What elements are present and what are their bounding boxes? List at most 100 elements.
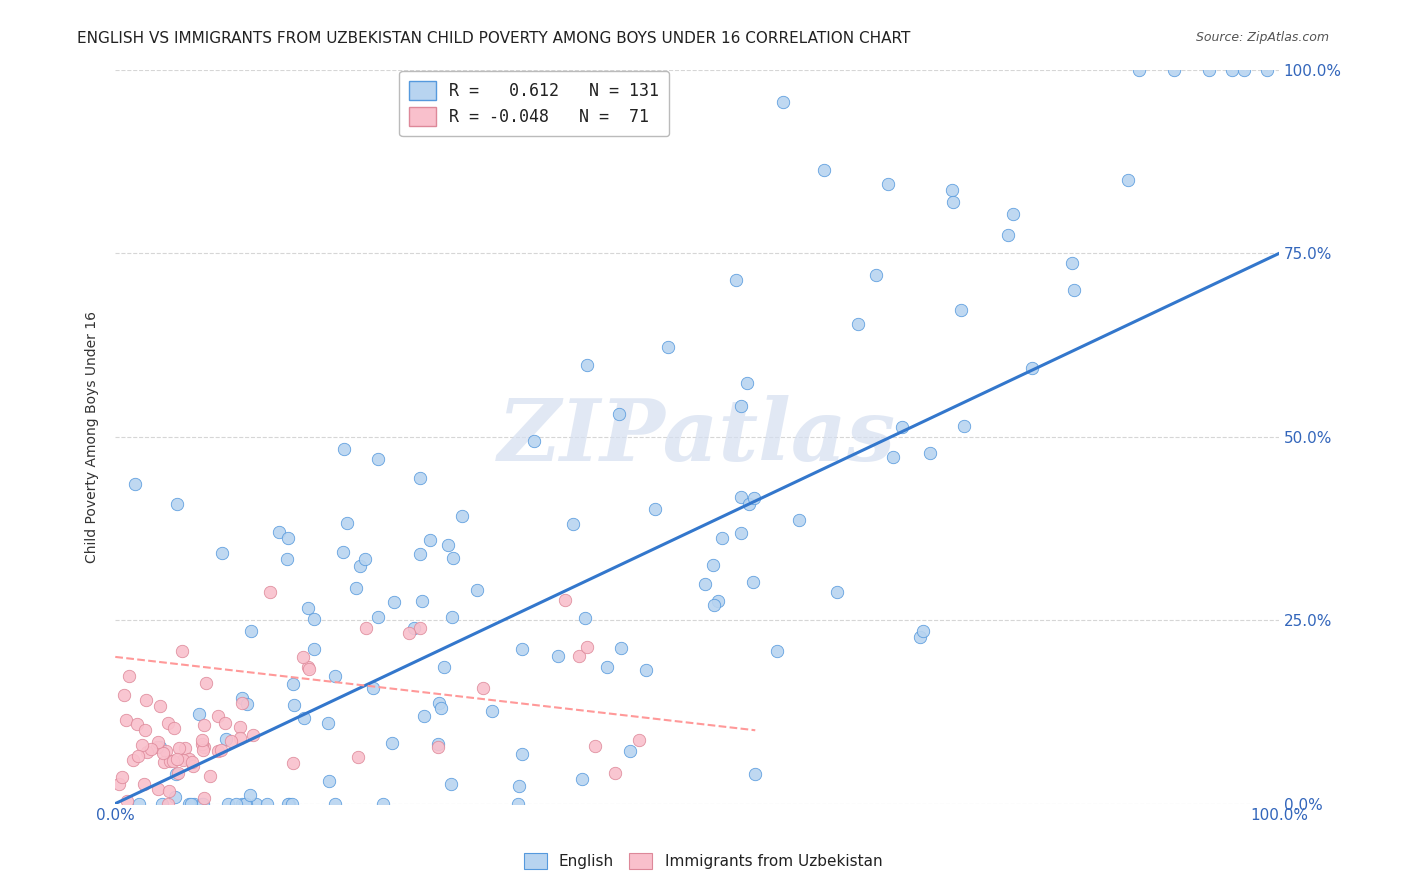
Point: [398, 626, 420, 640]
Point: [627, 733, 650, 747]
Point: [283, 756, 305, 771]
Point: [730, 525, 752, 540]
Point: [603, 766, 626, 780]
Point: [703, 598, 725, 612]
Point: [575, 358, 598, 372]
Point: [134, 723, 156, 737]
Point: [787, 513, 810, 527]
Point: [167, 740, 190, 755]
Point: [277, 531, 299, 545]
Point: [920, 446, 942, 460]
Point: [183, 797, 205, 811]
Point: [170, 644, 193, 658]
Point: [115, 714, 138, 728]
Point: [191, 797, 214, 811]
Point: [115, 794, 138, 808]
Point: [1021, 361, 1043, 376]
Point: [440, 610, 463, 624]
Point: [356, 621, 378, 635]
Point: [149, 698, 172, 713]
Point: [153, 755, 176, 769]
Point: [409, 547, 432, 561]
Point: [207, 743, 229, 757]
Point: [571, 772, 593, 786]
Point: [911, 624, 934, 639]
Point: [510, 642, 533, 657]
Point: [302, 642, 325, 657]
Point: [702, 558, 724, 573]
Point: [297, 660, 319, 674]
Point: [245, 797, 267, 811]
Point: [411, 593, 433, 607]
Point: [155, 743, 177, 757]
Point: [554, 593, 576, 607]
Point: [118, 669, 141, 683]
Legend: English, Immigrants from Uzbekistan: English, Immigrants from Uzbekistan: [517, 847, 889, 875]
Point: [235, 797, 257, 811]
Point: [211, 545, 233, 559]
Point: [1222, 63, 1244, 78]
Point: [172, 753, 194, 767]
Point: [419, 533, 441, 548]
Point: [942, 195, 965, 210]
Point: [181, 756, 204, 770]
Text: ENGLISH VS IMMIGRANTS FROM UZBEKISTAN CHILD POVERTY AMONG BOYS UNDER 16 CORRELAT: ENGLISH VS IMMIGRANTS FROM UZBEKISTAN CH…: [77, 31, 911, 46]
Point: [292, 650, 315, 665]
Point: [256, 797, 278, 811]
Point: [367, 451, 389, 466]
Point: [576, 640, 599, 655]
Point: [1062, 256, 1084, 270]
Point: [139, 742, 162, 756]
Point: [742, 575, 765, 590]
Point: [1063, 283, 1085, 297]
Point: [707, 594, 730, 608]
Point: [738, 497, 761, 511]
Point: [135, 693, 157, 707]
Point: [304, 612, 326, 626]
Point: [157, 784, 180, 798]
Point: [188, 706, 211, 721]
Point: [297, 601, 319, 615]
Point: [772, 95, 794, 109]
Point: [229, 720, 252, 734]
Point: [281, 677, 304, 691]
Point: [382, 595, 405, 609]
Point: [1116, 173, 1139, 187]
Point: [180, 797, 202, 811]
Point: [877, 178, 900, 192]
Point: [813, 162, 835, 177]
Point: [157, 716, 180, 731]
Point: [259, 585, 281, 599]
Point: [657, 340, 679, 354]
Point: [179, 752, 201, 766]
Point: [215, 731, 238, 746]
Point: [283, 698, 305, 712]
Point: [323, 669, 346, 683]
Point: [636, 663, 658, 677]
Point: [725, 273, 748, 287]
Point: [472, 681, 495, 695]
Point: [162, 754, 184, 768]
Point: [846, 318, 869, 332]
Point: [882, 450, 904, 464]
Point: [214, 715, 236, 730]
Point: [441, 551, 464, 566]
Point: [619, 744, 641, 758]
Point: [239, 788, 262, 802]
Point: [167, 765, 190, 780]
Point: [467, 583, 489, 598]
Point: [1128, 63, 1150, 78]
Point: [281, 797, 304, 811]
Point: [207, 708, 229, 723]
Point: [890, 420, 912, 434]
Point: [711, 531, 734, 545]
Point: [108, 777, 131, 791]
Point: [229, 731, 252, 746]
Point: [1233, 63, 1256, 78]
Point: [131, 738, 153, 752]
Point: [146, 740, 169, 755]
Point: [730, 490, 752, 504]
Point: [333, 442, 356, 456]
Point: [209, 743, 232, 757]
Point: [156, 797, 179, 811]
